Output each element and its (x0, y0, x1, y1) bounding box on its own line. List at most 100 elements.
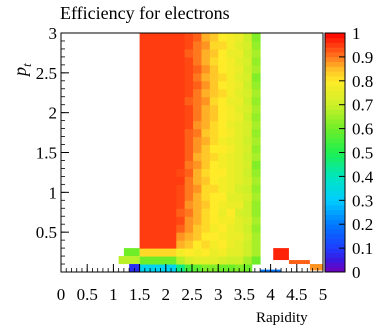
heatmap-cell (184, 208, 194, 217)
heatmap-cell (309, 264, 323, 271)
heatmap-cell (251, 64, 261, 74)
heatmap-cell (139, 120, 177, 130)
heatmap-cell (184, 120, 194, 130)
heatmap-cell (176, 96, 186, 106)
heatmap-cell (209, 72, 219, 82)
heatmap-cell (234, 48, 244, 58)
heatmap-cell (201, 176, 211, 185)
colorbar-segment (325, 262, 345, 268)
heatmap-cell (226, 33, 236, 42)
heatmap-cell (184, 88, 194, 98)
heatmap-cell (243, 144, 253, 153)
heatmap-cell (243, 160, 253, 169)
heatmap-cell (209, 176, 219, 185)
heatmap-cell (209, 128, 219, 138)
heatmap-cell (251, 248, 261, 257)
colorbar-segment (325, 128, 345, 134)
heatmap-cell (218, 256, 228, 265)
heatmap-cell (251, 176, 261, 185)
colorbar-segment (325, 166, 345, 173)
heatmap-cell (251, 184, 261, 193)
y-tick-label: 2 (49, 104, 58, 123)
heatmap-cell (201, 192, 211, 201)
colorbar-segment (325, 119, 345, 125)
heatmap-cell (226, 264, 236, 273)
heatmap-cell (226, 248, 236, 257)
heatmap-cell (251, 192, 261, 201)
heatmap-cell (184, 168, 194, 177)
colorbar-tick-label: 0.3 (352, 191, 373, 210)
y-tick-label: 3 (49, 24, 58, 43)
heatmap-cell (193, 160, 202, 169)
heatmap-cell (139, 152, 177, 161)
colorbar-tick-label: 0.6 (352, 120, 373, 139)
heatmap-cell (201, 64, 211, 74)
heatmap-cell (118, 256, 140, 265)
heatmap-cell (193, 136, 202, 146)
heatmap-cell (193, 224, 202, 233)
heatmap-cell (218, 104, 228, 114)
heatmap-cell (243, 208, 253, 217)
heatmap-cell (234, 40, 244, 50)
heatmap-cell (234, 33, 244, 42)
x-tick-label: 4.5 (286, 285, 307, 304)
heatmap-cell (201, 112, 211, 122)
heatmap-cell (139, 248, 177, 257)
heatmap-cell (176, 33, 186, 42)
y-tick-label: 1.5 (36, 144, 57, 163)
heatmap-cell (201, 152, 211, 161)
heatmap-cell (226, 168, 236, 177)
colorbar-tick-label: 0.2 (352, 215, 373, 234)
heatmap-cell (184, 176, 194, 185)
colorbar-segment (325, 257, 345, 263)
colorbar-segment (325, 224, 345, 230)
heatmap-cell (139, 144, 177, 153)
heatmap-cell (251, 240, 261, 249)
heatmap-cell (139, 240, 177, 249)
heatmap-cell (226, 48, 236, 58)
heatmap-cell (176, 104, 186, 114)
heatmap-cell (201, 33, 211, 42)
heatmap-cell (209, 33, 219, 42)
heatmap-cell (123, 248, 140, 257)
heatmap-cell (184, 112, 194, 122)
heatmap-cell (193, 152, 202, 161)
heatmap-cell (176, 168, 186, 177)
heatmap-cell (193, 88, 202, 98)
y-tick-label: 0.5 (36, 223, 57, 242)
heatmap-cell (234, 144, 244, 153)
colorbar-segment (325, 42, 345, 48)
heatmap-cell (201, 104, 211, 114)
heatmap-cell (218, 33, 228, 42)
heatmap-cell (201, 88, 211, 98)
heatmap-cell (234, 128, 244, 138)
heatmap-cell (201, 200, 211, 209)
heatmap-cell (226, 120, 236, 130)
colorbar-segment (325, 243, 345, 249)
heatmap-cell (243, 176, 253, 185)
heatmap-cell (243, 104, 253, 114)
heatmap-cell (139, 104, 177, 114)
heatmap-cell (226, 240, 236, 249)
heatmap-cell (201, 216, 211, 225)
heatmap-cell (251, 72, 261, 82)
heatmap-cell (193, 80, 202, 90)
heatmap-cell (226, 200, 236, 209)
heatmap-cell (201, 80, 211, 90)
heatmap-cell (234, 216, 244, 225)
colorbar-segment (325, 56, 345, 63)
heatmap-cell (218, 72, 228, 82)
heatmap-cell (251, 224, 261, 233)
heatmap-cell (218, 216, 228, 225)
heatmap-cell (139, 256, 177, 265)
heatmap-cell (273, 248, 289, 261)
heatmap-cell (209, 216, 219, 225)
heatmap-cell (251, 160, 261, 169)
heatmap-cell (139, 112, 177, 122)
heatmap-cell (209, 184, 219, 193)
heatmap-cell (218, 200, 228, 209)
heatmap-cell (193, 184, 202, 193)
heatmap-cell (139, 40, 177, 50)
heatmap-cell (218, 96, 228, 106)
heatmap-cell (193, 232, 202, 241)
